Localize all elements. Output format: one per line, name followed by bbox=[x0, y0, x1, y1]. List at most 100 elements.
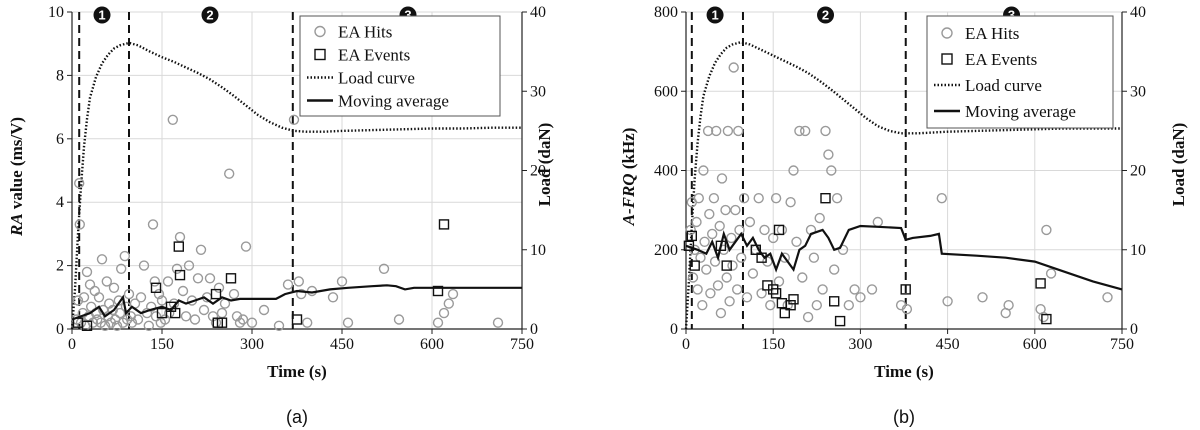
ea-hit-point bbox=[734, 224, 745, 236]
ea-hit-point bbox=[726, 232, 737, 244]
ea-hit-point bbox=[823, 149, 834, 160]
legend-box bbox=[926, 15, 1114, 129]
legend-label: EA Hits bbox=[965, 24, 1019, 43]
ea-hit-point bbox=[135, 292, 147, 303]
y-axis-label-prefix: A-FRQ bbox=[619, 173, 638, 226]
ea-event-point bbox=[1035, 278, 1046, 289]
x-tick-label: 450 bbox=[330, 336, 354, 353]
ea-hit-point bbox=[701, 264, 712, 275]
ea-hit-point bbox=[831, 192, 843, 204]
ea-event-point bbox=[216, 317, 228, 328]
ea-hit-point bbox=[101, 276, 113, 287]
ea-event-point bbox=[785, 300, 796, 311]
ea-hit-point bbox=[258, 304, 270, 316]
ea-hit-point bbox=[147, 219, 159, 230]
ea-hit-point bbox=[231, 311, 243, 322]
ea-hit-point bbox=[327, 292, 339, 303]
ea-hit-point bbox=[820, 125, 831, 137]
ea-event-point bbox=[829, 296, 840, 307]
legend-label: Load curve bbox=[965, 76, 1042, 95]
ea-hit-point bbox=[89, 285, 101, 297]
ea-hit-point bbox=[687, 272, 699, 283]
y-tick-label: 0 bbox=[56, 321, 64, 338]
legend-label: EA Events bbox=[965, 50, 1037, 69]
ea-hit-point bbox=[123, 288, 135, 300]
ea-hit-point bbox=[153, 288, 165, 300]
stage-marker bbox=[817, 6, 835, 24]
ea-hit-point bbox=[776, 224, 788, 236]
ea-hit-point bbox=[702, 125, 714, 137]
ea-hit-point bbox=[709, 256, 721, 267]
ea-event-point bbox=[776, 298, 788, 309]
ea-hit-point bbox=[73, 177, 85, 189]
ea-hit-point bbox=[722, 125, 734, 137]
ea-hit-point bbox=[936, 192, 947, 204]
ea-hit-point bbox=[162, 276, 174, 287]
ea-hit-point bbox=[438, 307, 450, 319]
ea-hit-point bbox=[288, 114, 300, 126]
ea-event-point bbox=[81, 320, 93, 331]
ea-event-point bbox=[689, 260, 700, 271]
y2-tick-label: 30 bbox=[1130, 83, 1146, 100]
y-tick-label: 6 bbox=[56, 131, 64, 148]
legend-label: EA Events bbox=[338, 46, 410, 65]
ea-hit-point bbox=[728, 62, 739, 73]
y-tick-label: 800 bbox=[654, 4, 678, 21]
ea-hit-point bbox=[282, 279, 294, 290]
ea-hit-point bbox=[156, 295, 168, 306]
legend-label: Load curve bbox=[338, 69, 415, 88]
x-axis-label: Time (s) bbox=[267, 362, 327, 381]
ea-hit-point bbox=[443, 298, 454, 309]
subfigure-label: (a) bbox=[286, 407, 308, 427]
legend-swatch-hits bbox=[941, 27, 953, 39]
ea-hit-point bbox=[788, 165, 799, 176]
ea-hit-point bbox=[150, 311, 162, 322]
x-tick-label: 600 bbox=[420, 336, 444, 353]
ea-hit-point bbox=[829, 264, 840, 275]
y-axis-label: RA value (ms/V) bbox=[7, 117, 26, 237]
ea-hit-point bbox=[189, 314, 201, 325]
ea-hit-point bbox=[817, 284, 828, 295]
x-axis-label: Time (s) bbox=[874, 362, 934, 381]
ea-hit-point bbox=[1041, 224, 1052, 236]
ea-hit-point bbox=[149, 276, 161, 287]
x-tick-label: 450 bbox=[936, 336, 960, 353]
ea-hit-point bbox=[753, 192, 764, 204]
ea-hit-point bbox=[736, 252, 747, 263]
ea-event-point bbox=[150, 282, 162, 293]
ea-hit-point bbox=[977, 292, 988, 303]
ea-event-point bbox=[683, 240, 695, 252]
ea-hit-point bbox=[732, 284, 743, 295]
ea-hit-point bbox=[96, 254, 108, 265]
ea-hit-point bbox=[794, 125, 805, 137]
ea-event-point bbox=[169, 307, 181, 319]
ea-hit-point bbox=[730, 204, 741, 216]
y2-tick-label: 30 bbox=[530, 83, 546, 100]
ea-hit-point bbox=[145, 301, 157, 312]
ea-hit-point bbox=[296, 288, 307, 300]
ea-hit-point bbox=[180, 311, 192, 322]
y-tick-label: 8 bbox=[56, 67, 64, 84]
ea-hit-point bbox=[843, 300, 854, 311]
ea-hit-point bbox=[138, 260, 150, 271]
ea-event-point bbox=[820, 192, 831, 204]
ea-event-point bbox=[210, 288, 222, 300]
ea-hit-point bbox=[114, 307, 126, 319]
ea-hit-point bbox=[72, 295, 84, 306]
y2-tick-label: 40 bbox=[530, 4, 546, 21]
ea-hit-point bbox=[765, 300, 776, 311]
ea-hit-point bbox=[733, 125, 744, 137]
y2-tick-label: 10 bbox=[1130, 242, 1146, 259]
ea-hit-point bbox=[720, 204, 731, 216]
ea-hit-point bbox=[240, 241, 252, 252]
ea-hit-point bbox=[216, 307, 228, 319]
stage-marker bbox=[93, 6, 111, 24]
ea-hit-point bbox=[691, 216, 702, 228]
ea-hit-point bbox=[1045, 268, 1057, 279]
y2-tick-label: 40 bbox=[1130, 4, 1146, 21]
ea-event-point bbox=[174, 269, 186, 281]
ea-hit-point bbox=[115, 263, 127, 274]
ea-hit-point bbox=[119, 250, 131, 262]
legend-label: EA Hits bbox=[338, 23, 392, 42]
